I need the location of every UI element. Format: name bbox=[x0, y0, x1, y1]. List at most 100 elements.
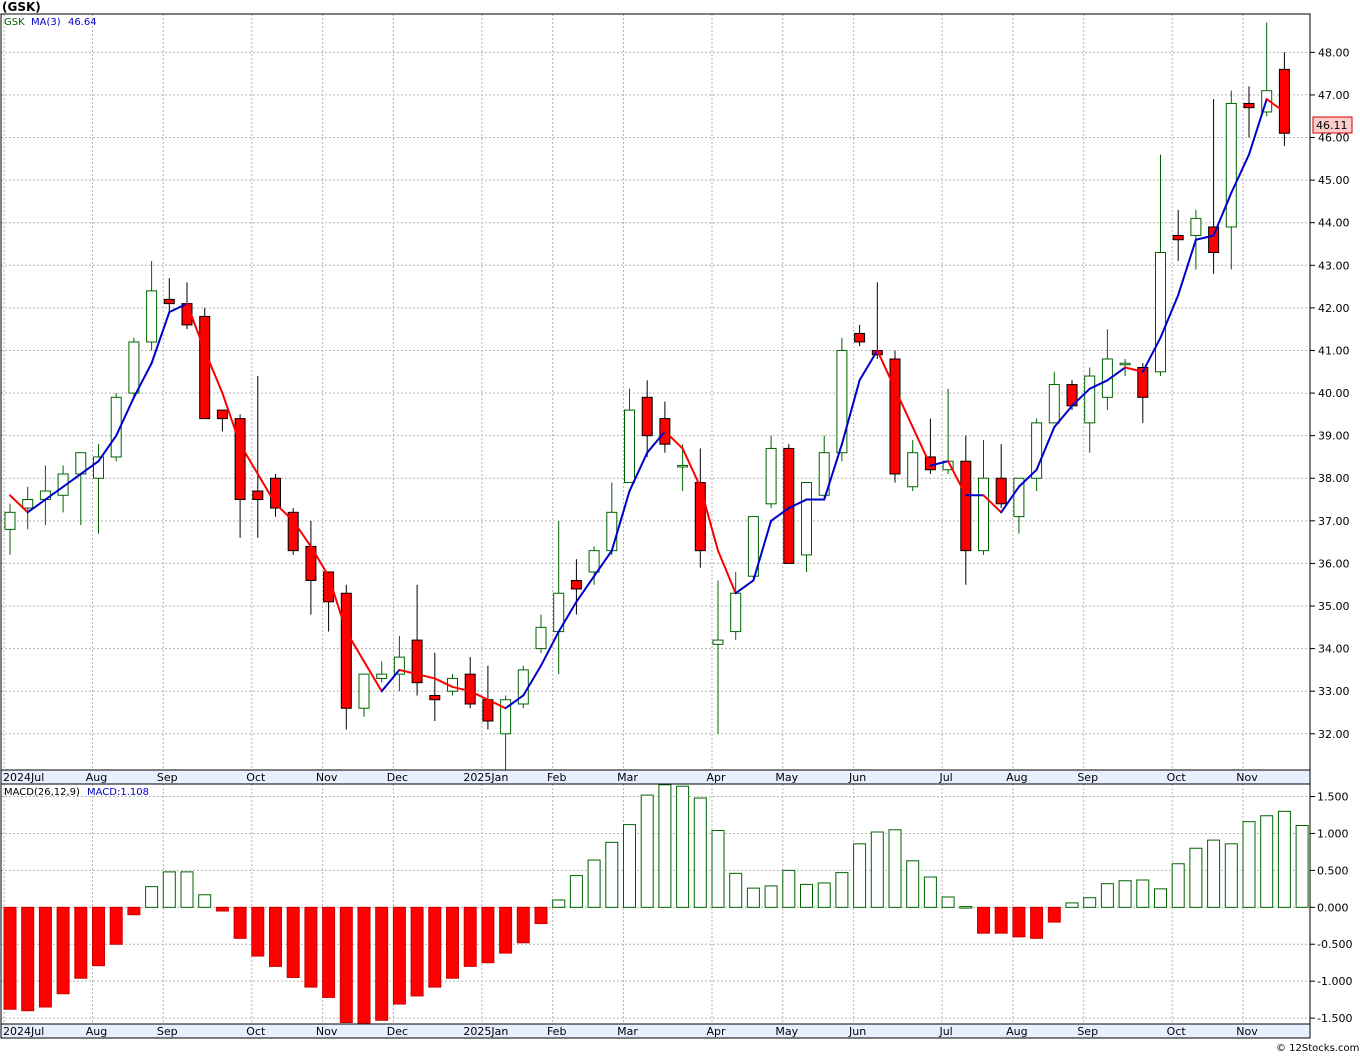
candle-body bbox=[907, 452, 919, 488]
price-x-tick-label: Oct bbox=[1167, 771, 1187, 784]
ma-segment bbox=[345, 630, 365, 663]
ma-segment bbox=[982, 494, 1003, 514]
ma-segment bbox=[1035, 426, 1056, 471]
candle bbox=[694, 448, 706, 568]
macd-y-tick-label: 1.500 bbox=[1317, 791, 1349, 804]
price-y-tick-label: 40.00 bbox=[1318, 387, 1350, 400]
ma-segment bbox=[947, 460, 967, 497]
macd-bar bbox=[1295, 825, 1309, 908]
macd-x-tick-label: Mar bbox=[617, 1025, 638, 1038]
macd-bar bbox=[1277, 810, 1291, 908]
macd-x-tick-label: Jun bbox=[848, 1025, 866, 1038]
macd-bar bbox=[587, 859, 601, 908]
macd-x-tick-label: Aug bbox=[86, 1025, 107, 1038]
ma-segment bbox=[575, 575, 596, 603]
macd-y-axis: -1.500 -1.000 -0.500 0.000 0.500 1.000 1.500 bbox=[1310, 791, 1352, 1025]
candle bbox=[1137, 363, 1149, 423]
candle bbox=[978, 439, 989, 555]
macd-bar bbox=[1242, 821, 1256, 908]
price-y-tick-label: 36.00 bbox=[1318, 557, 1350, 570]
candle bbox=[960, 435, 972, 585]
price-moving-average bbox=[9, 98, 1286, 710]
macd-x-tick-label: Apr bbox=[706, 1025, 726, 1038]
ma-segment bbox=[416, 673, 436, 680]
price-y-tick-label: 48.00 bbox=[1318, 46, 1350, 59]
candle bbox=[287, 508, 299, 555]
candle-body bbox=[323, 571, 335, 603]
ma-segment bbox=[1159, 294, 1180, 339]
macd-bar bbox=[463, 906, 477, 967]
candle-body bbox=[854, 332, 866, 343]
ma-segment bbox=[734, 579, 755, 595]
macd-x-axis: 2024Jul Aug Sep Oct Nov Dec 2025Jan Feb Mar Apr Ma… bbox=[3, 1025, 1258, 1038]
candle-body bbox=[1101, 358, 1113, 398]
candle-body bbox=[801, 482, 812, 556]
price-x-tick-label: Aug bbox=[1006, 771, 1027, 784]
ma-segment bbox=[274, 502, 295, 522]
candle bbox=[57, 465, 69, 513]
price-x-tick-label: Mar bbox=[617, 771, 638, 784]
candle bbox=[1084, 367, 1096, 453]
candle bbox=[588, 546, 600, 585]
candle-body bbox=[730, 592, 742, 633]
macd-bar bbox=[251, 906, 265, 957]
macd-bar bbox=[1030, 906, 1044, 939]
candle bbox=[801, 482, 812, 572]
footer-credit: © 12Stocks.com bbox=[1276, 1043, 1359, 1054]
macd-bar bbox=[552, 899, 566, 908]
macd-bar bbox=[853, 843, 867, 908]
macd-bar bbox=[392, 906, 406, 1005]
ma-segment bbox=[894, 387, 914, 429]
candle bbox=[4, 503, 16, 555]
candle-body bbox=[1155, 252, 1166, 373]
macd-bars bbox=[3, 784, 1309, 1026]
ma-segment bbox=[1265, 98, 1286, 113]
macd-bar bbox=[1136, 879, 1150, 908]
macd-bar bbox=[269, 906, 282, 967]
candle bbox=[765, 435, 777, 509]
ma-segment bbox=[1194, 234, 1215, 241]
macd-x-tick-label: Dec bbox=[387, 1025, 408, 1038]
candle bbox=[818, 435, 830, 500]
macd-bar bbox=[339, 906, 353, 1024]
candle bbox=[1048, 371, 1060, 424]
candle bbox=[163, 278, 175, 313]
macd-bar bbox=[1224, 843, 1238, 908]
macd-bar bbox=[870, 831, 884, 908]
candle bbox=[677, 444, 689, 492]
candle bbox=[1031, 418, 1043, 492]
candle-body bbox=[376, 673, 388, 679]
price-x-tick-label: Sep bbox=[1077, 771, 1098, 784]
price-x-tick-label: Jul bbox=[938, 771, 952, 784]
price-y-tick-label: 37.00 bbox=[1318, 515, 1350, 528]
macd-x-tick-label: Aug bbox=[1006, 1025, 1027, 1038]
price-x-tick-label: Feb bbox=[547, 771, 566, 784]
macd-bar bbox=[1189, 847, 1203, 908]
macd-bar bbox=[1083, 897, 1097, 908]
candle bbox=[1172, 209, 1184, 262]
ma-segment bbox=[97, 434, 118, 463]
price-x-axis: 2024Jul Aug Sep Oct Nov Dec 2025Jan Feb Mar Apr Ma… bbox=[3, 771, 1258, 784]
macd-bar bbox=[817, 882, 831, 908]
ma-segment bbox=[26, 498, 47, 514]
macd-bar bbox=[605, 841, 619, 908]
price-x-tick-label: May bbox=[775, 771, 798, 784]
ma-segment bbox=[1141, 336, 1162, 373]
ma-segment bbox=[1000, 485, 1020, 514]
macd-legend-label: MACD(26,12,9) bbox=[4, 787, 80, 798]
candle bbox=[1101, 329, 1113, 411]
candle-body bbox=[765, 447, 777, 505]
ma-segment bbox=[486, 698, 507, 710]
candle bbox=[747, 516, 759, 581]
macd-y-tick-label: 0.500 bbox=[1317, 864, 1349, 877]
price-grid bbox=[1, 14, 1310, 770]
candle bbox=[199, 307, 211, 420]
price-y-tick-label: 46.00 bbox=[1318, 132, 1350, 145]
ma-segment bbox=[929, 460, 950, 467]
ma-segment bbox=[469, 690, 489, 701]
candle-body bbox=[1208, 226, 1220, 254]
ma-segment bbox=[752, 519, 773, 582]
macd-y-tick-label: 0.000 bbox=[1317, 901, 1349, 914]
price-legend-ma-value: 46.64 bbox=[68, 17, 97, 28]
